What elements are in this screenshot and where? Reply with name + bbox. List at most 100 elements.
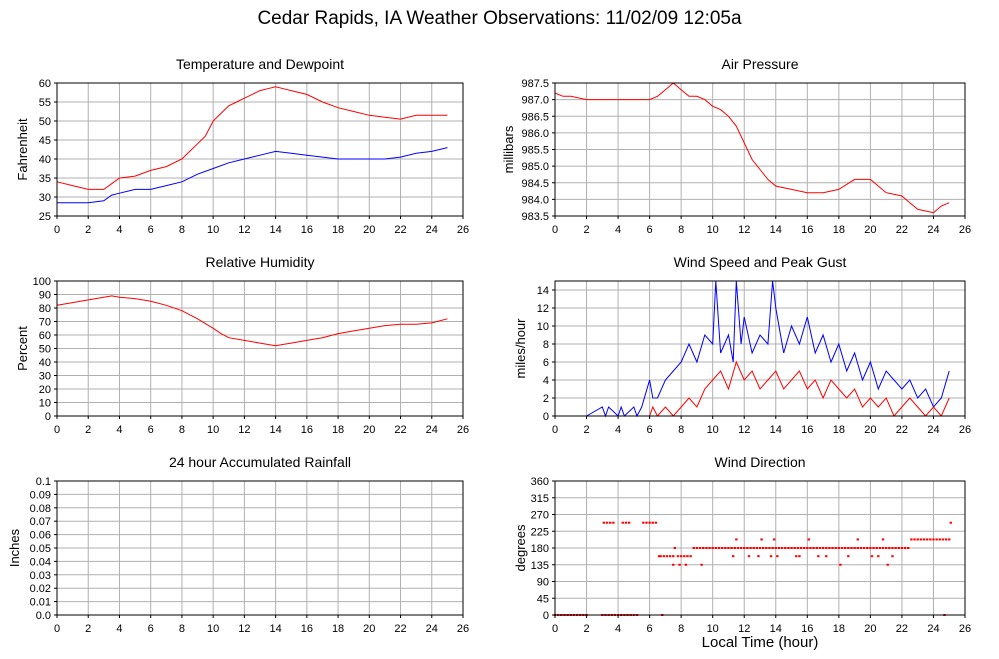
y-axis-label: degrees [513, 524, 528, 571]
chart-title: Wind Speed and Peak Gust [674, 254, 847, 270]
x-tick-label: 26 [457, 623, 469, 635]
x-tick-label: 14 [770, 224, 782, 236]
x-tick-label: 0 [54, 623, 60, 635]
data-point [910, 538, 913, 541]
data-point [621, 521, 625, 524]
chart-title: Wind Direction [714, 454, 805, 470]
x-tick-label: 12 [738, 424, 750, 436]
data-point [736, 547, 740, 549]
x-tick-label: 6 [647, 224, 653, 236]
data-point [798, 555, 801, 558]
data-point [602, 521, 606, 524]
x-tick-label: 18 [833, 424, 845, 436]
x-tick-label: 10 [207, 623, 219, 635]
y-tick-label: 10 [537, 321, 549, 333]
x-tick-label: 10 [207, 224, 219, 236]
x-tick-label: 16 [301, 623, 313, 635]
data-point [869, 547, 872, 549]
data-point [812, 547, 815, 549]
x-tick-label: 2 [85, 424, 91, 436]
x-tick-label: 2 [583, 224, 589, 236]
x-tick-label: 4 [116, 424, 122, 436]
data-point [941, 538, 945, 541]
x-tick-label: 24 [426, 623, 438, 635]
data-point [834, 547, 837, 549]
data-point [856, 547, 859, 549]
data-point [853, 547, 856, 549]
x-tick-label: 0 [552, 224, 558, 236]
x-tick-label: 18 [332, 424, 344, 436]
data-point [903, 547, 907, 549]
x-tick-label: 8 [678, 224, 684, 236]
x-tick-label: 20 [864, 424, 876, 436]
data-point [795, 555, 798, 558]
data-point [642, 521, 645, 524]
data-point [733, 547, 736, 549]
x-tick-label: 2 [583, 623, 589, 635]
y-tick-label: 45 [537, 593, 549, 605]
data-point [724, 547, 727, 549]
x-tick-label: 16 [801, 424, 813, 436]
y-tick-label: 0.08 [30, 503, 51, 515]
data-point [692, 547, 695, 549]
y-tick-label: 2 [543, 393, 549, 405]
data-point [799, 547, 803, 549]
x-tick-label: 2 [85, 623, 91, 635]
y-tick-label: 50 [39, 116, 51, 128]
data-point [922, 538, 926, 541]
y-tick-label: 45 [39, 135, 51, 147]
data-point [735, 538, 738, 541]
x-axis-label: Local Time (hour) [701, 634, 819, 651]
y-tick-label: 80 [39, 303, 51, 315]
data-point [837, 547, 841, 549]
data-point [720, 547, 724, 549]
y-tick-label: 50 [39, 344, 51, 356]
x-tick-label: 26 [457, 424, 469, 436]
data-point [657, 555, 661, 558]
x-tick-label: 10 [207, 424, 219, 436]
y-tick-label: 90 [537, 577, 549, 589]
data-point [949, 521, 953, 524]
y-tick-label: 0.06 [30, 530, 51, 542]
data-point [769, 555, 773, 558]
y-tick-label: 984.5 [521, 178, 549, 190]
data-point [757, 555, 760, 558]
x-tick-label: 6 [647, 424, 653, 436]
x-tick-label: 4 [615, 623, 621, 635]
y-tick-label: 315 [531, 493, 549, 505]
data-point [624, 521, 628, 524]
y-axis-label: miles/hour [513, 318, 528, 379]
y-tick-label: 986.0 [521, 128, 549, 140]
data-point [859, 547, 863, 549]
x-tick-label: 4 [116, 623, 122, 635]
x-tick-label: 24 [927, 424, 939, 436]
x-tick-label: 0 [54, 224, 60, 236]
y-tick-label: 10 [39, 398, 51, 410]
y-tick-label: 0.03 [30, 570, 51, 582]
y-tick-label: 270 [531, 510, 549, 522]
y-tick-label: 60 [39, 330, 51, 342]
y-tick-label: 225 [531, 526, 549, 538]
data-point [711, 547, 714, 549]
x-tick-label: 22 [394, 623, 406, 635]
y-tick-label: 985.5 [521, 145, 549, 157]
data-point [678, 563, 681, 566]
x-tick-label: 8 [179, 424, 185, 436]
x-tick-label: 18 [833, 224, 845, 236]
y-tick-label: 0 [543, 610, 549, 622]
data-point [925, 538, 929, 541]
data-point [648, 521, 651, 524]
x-tick-label: 18 [833, 623, 845, 635]
x-tick-label: 22 [896, 424, 908, 436]
data-point [760, 538, 763, 541]
x-tick-label: 12 [238, 623, 250, 635]
data-point [659, 555, 662, 558]
x-tick-label: 6 [148, 623, 154, 635]
data-point [698, 547, 702, 549]
y-tick-label: 6 [543, 357, 549, 369]
data-point [612, 521, 615, 524]
x-tick-label: 12 [238, 224, 250, 236]
